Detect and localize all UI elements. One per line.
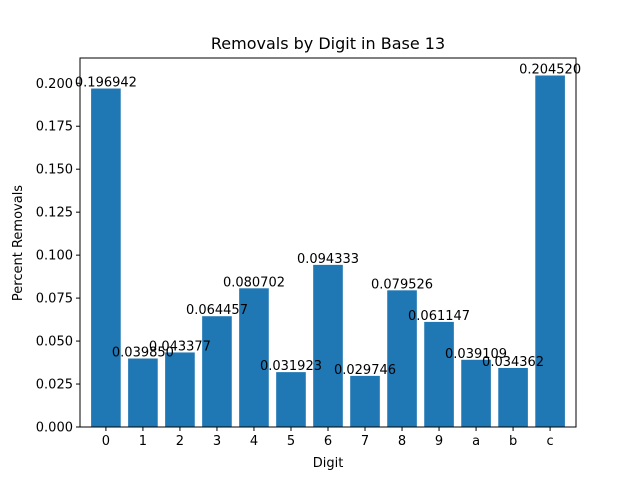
bar-4 [239,288,269,427]
value-label-9: 0.061147 [408,309,470,324]
value-label-4: 0.080702 [223,275,285,290]
bar-7 [350,375,380,427]
x-axis: 0 1 2 3 4 5 6 7 8 9 a b c [102,427,554,449]
x-tick-label-4: 4 [250,434,258,449]
value-label-0: 0.196942 [75,76,137,91]
y-tick-label-0.025: 0.025 [36,378,73,393]
y-axis-label: Percent Removals [11,185,26,301]
value-label-c: 0.204520 [519,62,581,77]
y-tick-label-0.000: 0.000 [36,421,73,436]
x-tick-label-b: b [509,434,517,449]
y-tick-label-0.150: 0.150 [36,163,73,178]
y-tick-label-0.125: 0.125 [36,206,73,221]
x-tick-label-2: 2 [176,434,184,449]
bars-group [91,75,565,428]
y-tick-label-0.050: 0.050 [36,335,73,350]
value-label-5: 0.031923 [260,359,322,374]
x-axis-label: Digit [313,456,344,471]
value-label-1: 0.039850 [112,346,174,361]
bar-b [498,367,528,427]
bar-6 [313,264,343,427]
bar-9 [424,321,454,427]
y-tick-label-0.175: 0.175 [36,120,73,135]
y-tick-label-0.200: 0.200 [36,77,73,92]
bar-3 [202,316,232,427]
chart-title: Removals by Digit in Base 13 [211,34,445,53]
x-tick-label-9: 9 [435,434,443,449]
x-tick-label-1: 1 [139,434,147,449]
x-tick-label-0: 0 [102,434,110,449]
plot-frame [79,57,577,428]
x-tick-label-6: 6 [324,434,332,449]
y-tick-label-0.100: 0.100 [36,249,73,264]
x-tick-label-c: c [547,434,554,449]
x-tick-label-5: 5 [287,434,295,449]
value-label-b: 0.034362 [482,355,544,370]
bar-a [461,359,491,427]
x-tick-label-a: a [472,434,480,449]
bar-5 [276,372,306,427]
value-label-8: 0.079526 [371,277,433,292]
value-label-2: 0.043377 [149,339,211,354]
value-label-3: 0.064457 [186,303,248,318]
bar-c [535,75,565,428]
bar-0 [91,88,121,428]
y-tick-label-0.075: 0.075 [36,292,73,307]
y-axis: 0.000 0.025 0.050 0.075 0.100 0.125 0.150 0.175… [36,77,80,436]
bar-2 [165,352,195,427]
x-tick-label-7: 7 [361,434,369,449]
x-tick-label-3: 3 [213,434,221,449]
x-tick-label-8: 8 [398,434,406,449]
value-label-a: 0.039109 [445,347,507,362]
bar-8 [387,290,417,427]
value-label-7: 0.029746 [334,363,396,378]
bar-1 [128,358,158,427]
value-label-6: 0.094333 [297,252,359,267]
